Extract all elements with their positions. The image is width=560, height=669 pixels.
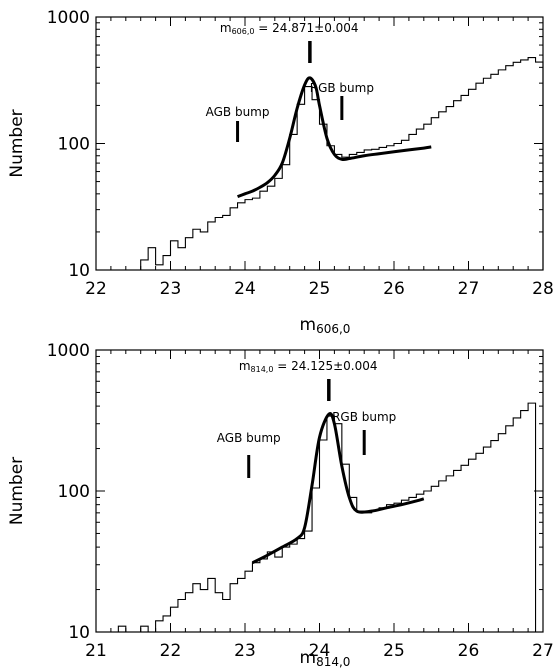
panel-bottom-y-tick-label: 1000 xyxy=(47,341,90,361)
panel-top-x-tick-label: 28 xyxy=(532,279,554,299)
panel-bottom-peak-label-prefix: m xyxy=(239,359,251,373)
panel-top-x-tick-label: 25 xyxy=(309,279,331,299)
panel-bottom-x-tick-label: 26 xyxy=(458,641,480,661)
panel-bottom-plot-frame xyxy=(95,349,544,633)
panel-top-peak-label-prefix: m xyxy=(220,21,232,35)
panel-bottom-bump-label: RGB bump xyxy=(332,410,396,424)
panel-bottom-x-tick-label: 21 xyxy=(85,641,107,661)
panel-top-x-tick-label: 26 xyxy=(383,279,405,299)
panel-bottom-x-tick-label: 27 xyxy=(532,641,554,661)
panel-bottom-peak-label-sub: 814,0 xyxy=(251,365,274,374)
panel-bottom-x-tick-label: 25 xyxy=(383,641,405,661)
panel-bottom-peak-label-value: = 24.125±0.004 xyxy=(273,359,377,373)
panel-top-fit-curve xyxy=(237,76,432,199)
panel-top-peak-label-value: = 24.871±0.004 xyxy=(254,21,358,35)
panel-bottom-chart: 21 22 23 24 25 26 27101001000Numberm814,0m814,… xyxy=(7,341,554,669)
panel-top-x-axis-label: m606,0 xyxy=(300,315,351,336)
panel-bottom-histogram xyxy=(117,402,537,633)
panel-bottom-bump-label: AGB bump xyxy=(217,431,281,445)
panel-top-histogram xyxy=(133,57,544,271)
panel-bottom-peak-label: m814,0 = 24.125±0.004 xyxy=(239,359,378,374)
panel-bottom-y-axis-label: Number xyxy=(7,457,27,525)
panel-top-x-axis-label-sub: 606,0 xyxy=(316,322,350,336)
panel-top-y-axis-label: Number xyxy=(7,109,27,177)
panel-bottom-x-axis-label-sub: 814,0 xyxy=(316,655,350,669)
panel-top-x-tick-label: 27 xyxy=(458,279,480,299)
panel-top-bump-label: AGB bump xyxy=(206,105,270,119)
panel-bottom-fit-curve xyxy=(251,412,425,565)
panel-top-chart: 22 23 24 25 26 27 28101001000Numberm606,0m606,… xyxy=(7,8,554,336)
panel-top-peak-label: m606,0 = 24.871±0.004 xyxy=(220,21,359,36)
panel-top-peak-label-sub: 606,0 xyxy=(232,27,255,36)
panel-top-y-tick-label: 10 xyxy=(68,261,90,281)
panel-top-x-tick-label: 24 xyxy=(234,279,256,299)
panel-bottom-y-tick-label: 10 xyxy=(68,623,90,643)
panel-top-plot-frame xyxy=(95,16,544,271)
panel-top-y-tick-label: 1000 xyxy=(47,8,90,28)
panel-top-x-tick-label: 22 xyxy=(85,279,107,299)
panel-top-bump-label: RGB bump xyxy=(310,81,374,95)
panel-bottom-x-tick-label: 22 xyxy=(160,641,182,661)
panel-bottom-x-tick-label: 24 xyxy=(309,641,331,661)
panel-bottom-y-tick-label: 100 xyxy=(58,482,90,502)
panel-top-y-tick-label: 100 xyxy=(58,135,90,155)
panel-bottom-x-tick-label: 23 xyxy=(234,641,256,661)
panel-top-x-tick-label: 23 xyxy=(160,279,182,299)
